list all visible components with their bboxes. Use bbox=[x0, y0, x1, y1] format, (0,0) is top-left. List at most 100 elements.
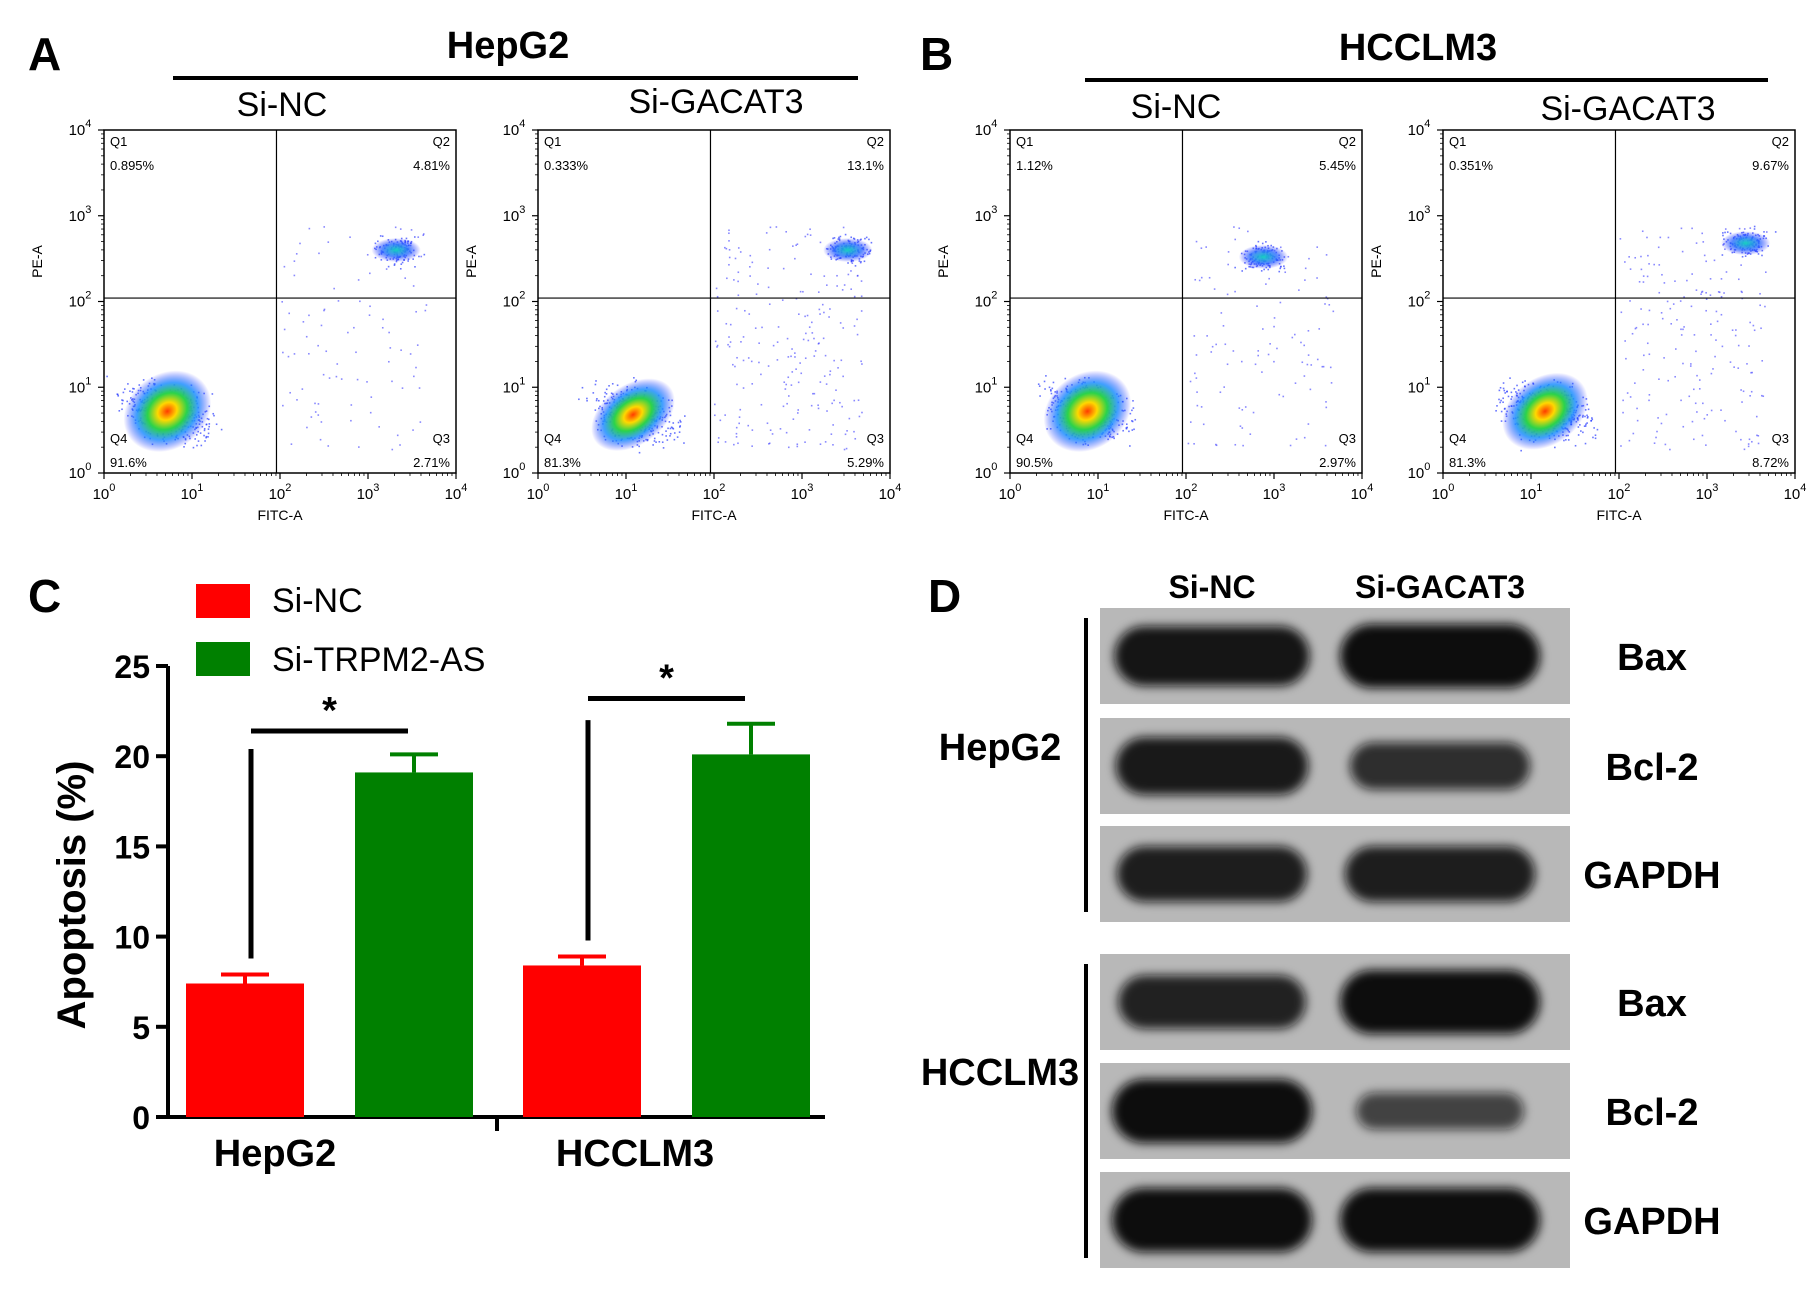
quadrant-percent-q3: 8.72% bbox=[1752, 455, 1789, 470]
blot-band-bcl-2-0 bbox=[1112, 1079, 1312, 1143]
blot-band-bax-1 bbox=[1340, 624, 1540, 688]
blot-column-si-nc: Si-NC bbox=[1168, 569, 1255, 605]
bar-si-trpm2-as-hcclm3 bbox=[692, 754, 810, 1117]
blot-band-gapdh-0 bbox=[1112, 1188, 1312, 1252]
quadrant-name-q4: Q4 bbox=[110, 431, 127, 446]
y-tick-label: 104 bbox=[503, 118, 526, 139]
bar-si-nc-hepg2 bbox=[186, 983, 304, 1117]
flow-plot-frame bbox=[1442, 129, 1796, 474]
x-tick-label: 101 bbox=[1520, 482, 1543, 503]
x-axis-label: FITC-A bbox=[1163, 507, 1209, 523]
y-tick-label: 0 bbox=[132, 1100, 150, 1136]
y-tick-label: 103 bbox=[503, 204, 526, 225]
y-axis-label: PE-A bbox=[463, 245, 479, 278]
x-axis-label: FITC-A bbox=[257, 507, 303, 523]
flow-density-main bbox=[123, 370, 212, 453]
y-tick-label: 101 bbox=[975, 375, 998, 396]
x-tick-label: 101 bbox=[181, 482, 204, 503]
quadrant-percent-q4: 81.3% bbox=[1449, 455, 1486, 470]
flow-density-upper bbox=[371, 238, 421, 263]
y-axis-label: PE-A bbox=[29, 245, 45, 278]
bar-si-nc-hcclm3 bbox=[523, 965, 641, 1117]
flow-plot-3: Si-GACAT3 Q1 0.351% Q2 9.67% Q4 81.3% Q3 8.72% 10… bbox=[1368, 90, 1806, 523]
blot-protein-label: Bcl-2 bbox=[1606, 747, 1699, 789]
quadrant-percent-q4: 91.6% bbox=[110, 455, 147, 470]
blot-rows: HepG2 Bax Bcl-2 GAPDH HCCLM3 Bax Bcl-2 GAPDH bbox=[921, 608, 1721, 1268]
flow-plot-0: Si-NC Q1 0.895% Q2 4.81% Q4 91.6% Q3 2.71% 100100… bbox=[29, 86, 467, 523]
blot-protein-label: GAPDH bbox=[1583, 855, 1720, 897]
legend-swatch-si-nc bbox=[196, 584, 250, 618]
flow-density-upper bbox=[1238, 244, 1289, 269]
panel-letter-b: B bbox=[920, 28, 953, 80]
flow-cytometry-plots: Si-NCQ10.895%Q24.81%Q491.6%Q32.71%100100… bbox=[29, 83, 1806, 523]
y-tick-label: 102 bbox=[975, 290, 998, 311]
x-tick-label: 101 bbox=[1087, 482, 1110, 503]
flow-plot-title: Si-GACAT3 bbox=[628, 83, 803, 121]
blot-band-gapdh-0 bbox=[1117, 846, 1307, 902]
blot-block-hepg2: HepG2 Bax Bcl-2 GAPDH bbox=[939, 608, 1721, 922]
blot-protein-label: GAPDH bbox=[1583, 1201, 1720, 1243]
group-title-hepg2: HepG2 bbox=[447, 25, 569, 67]
flow-plot-frame bbox=[537, 129, 891, 474]
x-tick-label: 102 bbox=[703, 482, 726, 503]
quadrant-percent-q1: 0.333% bbox=[544, 158, 589, 173]
y-tick-label: 104 bbox=[975, 118, 998, 139]
blot-column-si-gacat3: Si-GACAT3 bbox=[1355, 569, 1525, 605]
blot-band-bax-0 bbox=[1114, 626, 1310, 686]
x-tick-label: 104 bbox=[879, 482, 902, 503]
x-tick-label: 104 bbox=[1351, 482, 1374, 503]
flow-density-main bbox=[1502, 372, 1588, 450]
blot-band-gapdh-1 bbox=[1340, 1188, 1540, 1252]
blot-band-bcl-2-1 bbox=[1356, 1092, 1524, 1130]
x-axis-label: FITC-A bbox=[1596, 507, 1642, 523]
panel-letter-c: C bbox=[28, 570, 61, 622]
quadrant-name-q1: Q1 bbox=[1449, 134, 1466, 149]
flow-plot-title: Si-NC bbox=[237, 86, 328, 124]
blot-band-gapdh-1 bbox=[1345, 846, 1535, 902]
y-tick-label: 100 bbox=[1408, 461, 1431, 482]
y-tick-label: 102 bbox=[503, 290, 526, 311]
quadrant-percent-q1: 0.351% bbox=[1449, 158, 1494, 173]
quadrant-name-q1: Q1 bbox=[1016, 134, 1033, 149]
quadrant-name-q1: Q1 bbox=[544, 134, 561, 149]
x-tick-label: 102 bbox=[269, 482, 292, 503]
flow-plot-title: Si-NC bbox=[1131, 88, 1222, 126]
blot-cell-line-label: HepG2 bbox=[939, 727, 1061, 769]
flow-plot-1: Si-GACAT3 Q1 0.333% Q2 13.1% Q4 81.3% Q3 5.29% 10… bbox=[463, 83, 901, 523]
group-title-hcclm3: HCCLM3 bbox=[1339, 27, 1497, 69]
bar-si-trpm2-as-hepg2 bbox=[355, 772, 473, 1117]
x-tick-label: 101 bbox=[615, 482, 638, 503]
blot-protein-label: Bcl-2 bbox=[1606, 1092, 1699, 1134]
quadrant-name-q4: Q4 bbox=[544, 431, 561, 446]
quadrant-percent-q2: 9.67% bbox=[1752, 158, 1789, 173]
quadrant-percent-q2: 4.81% bbox=[413, 158, 450, 173]
quadrant-name-q3: Q3 bbox=[867, 431, 884, 446]
panel-letter-a: A bbox=[28, 28, 61, 80]
legend-swatch-si-trpm2-as bbox=[196, 642, 250, 676]
blot-cell-line-label: HCCLM3 bbox=[921, 1052, 1079, 1094]
quadrant-name-q2: Q2 bbox=[1339, 134, 1356, 149]
x-tick-label: 104 bbox=[445, 482, 468, 503]
blot-band-bcl-2-1 bbox=[1350, 742, 1530, 790]
y-tick-label: 103 bbox=[69, 204, 92, 225]
blot-band-bax-1 bbox=[1340, 970, 1540, 1034]
flow-density-main bbox=[591, 378, 675, 452]
apoptosis-bar-chart: Apoptosis (%) Si-NC Si-TRPM2-AS 0 5 10 15 20… bbox=[50, 582, 825, 1175]
x-tick-label: 102 bbox=[1175, 482, 1198, 503]
y-tick-label: 10 bbox=[114, 920, 150, 956]
x-tick-label: 100 bbox=[93, 482, 116, 503]
quadrant-name-q3: Q3 bbox=[433, 431, 450, 446]
quadrant-name-q4: Q4 bbox=[1016, 431, 1033, 446]
x-tick-label: 100 bbox=[1432, 482, 1455, 503]
quadrant-percent-q3: 2.71% bbox=[413, 455, 450, 470]
blot-band-bax-0 bbox=[1118, 975, 1306, 1029]
y-tick-label: 101 bbox=[69, 375, 92, 396]
quadrant-name-q3: Q3 bbox=[1772, 431, 1789, 446]
legend-label-si-trpm2-as: Si-TRPM2-AS bbox=[272, 641, 485, 679]
flow-density-upper bbox=[1721, 231, 1771, 256]
y-tick-label: 103 bbox=[975, 204, 998, 225]
quadrant-name-q1: Q1 bbox=[110, 134, 127, 149]
quadrant-percent-q2: 13.1% bbox=[847, 158, 884, 173]
y-axis-label: PE-A bbox=[935, 245, 951, 278]
